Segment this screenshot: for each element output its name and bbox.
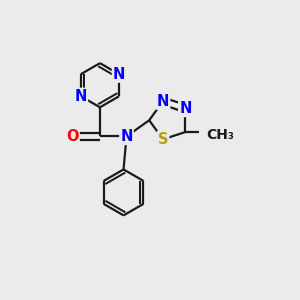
Text: N: N: [75, 89, 87, 104]
Text: N: N: [120, 129, 133, 144]
Text: S: S: [158, 132, 168, 147]
Text: O: O: [66, 129, 79, 144]
Text: N: N: [113, 67, 125, 82]
Text: CH₃: CH₃: [206, 128, 234, 142]
Text: N: N: [157, 94, 169, 109]
Text: N: N: [179, 101, 192, 116]
